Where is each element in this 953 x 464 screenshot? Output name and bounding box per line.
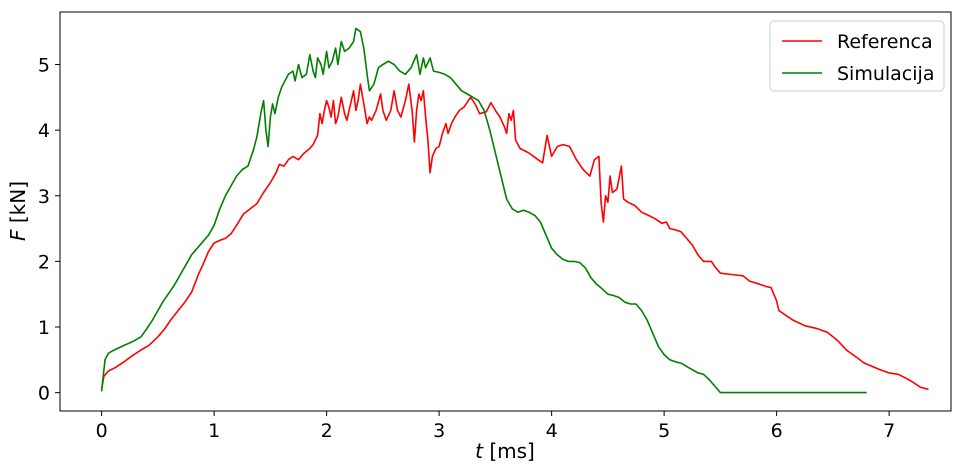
series-line-referenca [100,83,929,391]
y-tick-label: 5 [38,55,50,77]
y-tick-label: 2 [38,251,50,273]
x-tick-label: 7 [883,420,895,442]
plot-frame [59,11,952,412]
x-tick-label: 0 [96,420,108,442]
x-tick-label: 1 [208,420,220,442]
x-tick-label: 5 [658,420,670,442]
x-axis-label: t [ms] [475,439,535,463]
y-axis-variable: F [6,229,30,241]
y-tick-label: 0 [38,383,50,405]
y-axis-unit: [kN] [6,181,30,230]
x-axis-variable: t [475,439,484,463]
legend-label-referenca: Referenca [837,31,933,53]
series-layer [100,27,929,394]
y-tick-label: 3 [38,186,50,208]
y-tick-label: 4 [38,120,50,142]
x-tick-label: 3 [433,420,445,442]
y-tick-label: 1 [38,317,50,339]
ticks-layer: 0 1 2 3 4 5 6 7 0 1 2 3 4 5 [38,55,895,443]
x-tick-label: 4 [546,420,558,442]
x-tick-label: 2 [321,420,333,442]
x-tick-label: 6 [771,420,783,442]
y-axis-label: F [kN] [6,181,30,241]
legend-label-simulacija: Simulacija [837,63,934,85]
x-axis-unit: [ms] [483,439,535,463]
legend: Referenca Simulacija [769,20,945,92]
series-line-simulacija [100,27,867,394]
